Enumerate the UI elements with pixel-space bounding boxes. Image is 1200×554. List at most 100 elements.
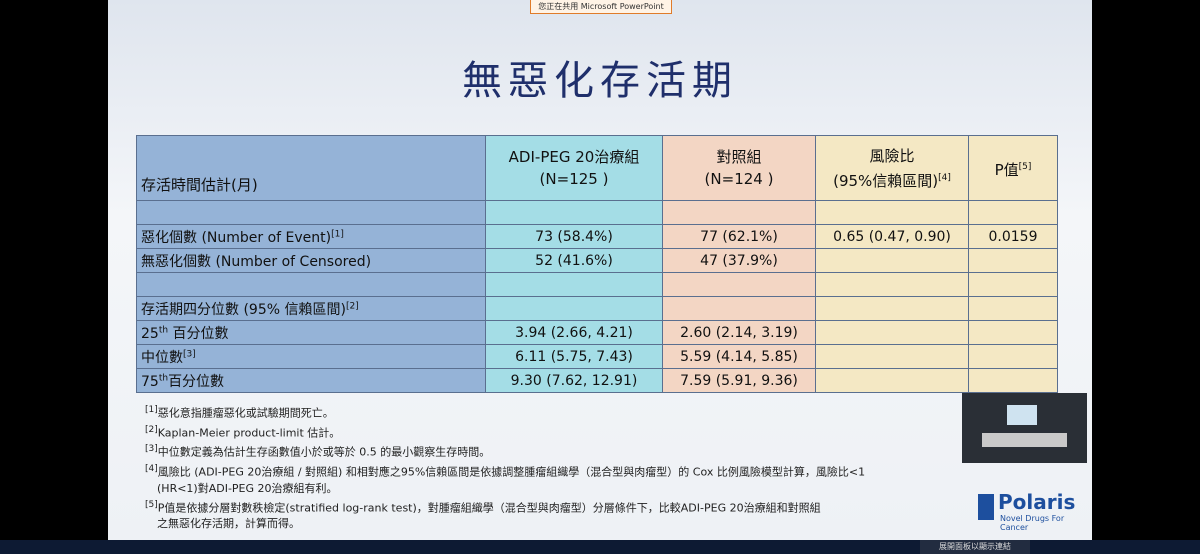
table-row: 存活期四分位數 (95% 信賴區間)[2] — [136, 296, 1058, 321]
cell-text: 25 — [141, 325, 159, 342]
share-banner[interactable]: 您正在共用 Microsoft PowerPoint — [530, 0, 672, 14]
header-cell: P值[5] — [968, 135, 1058, 201]
table-cell: 73 (58.4%) — [485, 224, 663, 249]
header-row: 存活時間估計(月) ADI-PEG 20治療組 (N=125 ) 對照組 (N=124 … — [136, 135, 1058, 201]
table-cell: 0.65 (0.47, 0.90) — [815, 224, 969, 249]
cell-text: 百分位數 — [168, 325, 229, 342]
footnote-text: 惡化意指腫瘤惡化或試驗期間死亡。 — [157, 406, 334, 420]
cell-text: 百分位數 — [168, 373, 225, 390]
table-cell — [815, 344, 969, 369]
table-cell — [662, 296, 816, 321]
table-cell — [968, 272, 1058, 297]
table-row — [136, 200, 1058, 225]
table-cell: 中位數[3] — [136, 344, 486, 369]
table-cell: 52 (41.6%) — [485, 248, 663, 273]
data-table: 存活時間估計(月) ADI-PEG 20治療組 (N=125 ) 對照組 (N=124 … — [136, 135, 1058, 393]
table-cell: 25th 百分位數 — [136, 320, 486, 345]
note-ref: [4] — [938, 172, 951, 183]
table-cell: 7.59 (5.91, 9.36) — [662, 368, 816, 393]
note-ref: th — [158, 324, 169, 335]
footnote-text: (HR<1)對ADI-PEG 20治療組有利。 — [157, 481, 338, 495]
header-cell: 風險比 (95%信賴區間)[4] — [815, 135, 969, 201]
note-ref: [2] — [345, 300, 359, 311]
logo-name: Polaris — [998, 490, 1076, 514]
table-cell — [968, 296, 1058, 321]
cell-text: 對照組 — [716, 148, 762, 166]
table-row: 中位數[3] 6.11 (5.75, 7.43) 5.59 (4.14, 5.85) — [136, 344, 1058, 369]
cell-text: 風險比 — [869, 146, 915, 165]
logo-tagline: Novel Drugs For Cancer — [1000, 514, 1065, 532]
cell-text: (95%信賴區間) — [833, 171, 939, 190]
panel-button[interactable]: 展開面板以顯示連結 — [920, 540, 1030, 554]
footnote-mark: [4] — [145, 463, 158, 474]
table-cell: 0.0159 — [968, 224, 1058, 249]
table-cell — [662, 200, 816, 225]
cell-text: (N=124 ) — [704, 170, 774, 188]
cell-text: 中位數 — [141, 349, 183, 366]
cell-text: 無惡化個數 (Number of Censored) — [141, 253, 372, 270]
table-cell — [815, 248, 969, 273]
table-cell — [968, 344, 1058, 369]
cell-text: P值 — [994, 160, 1019, 179]
table-row: 無惡化個數 (Number of Censored) 52 (41.6%) 47 (… — [136, 248, 1058, 273]
cell-text: ADI-PEG 20治療組 — [508, 148, 640, 166]
footnote: [3]中位數定義為估計生存函數值小於或等於 0.5 的最小觀察生存時間。 — [145, 441, 865, 461]
footnote-mark: [5] — [145, 499, 158, 510]
cell-text: 惡化個數 (Number of Event) — [141, 229, 332, 246]
table-cell: 3.94 (2.66, 4.21) — [485, 320, 663, 345]
table-cell — [815, 200, 969, 225]
table-cell: 5.59 (4.14, 5.85) — [662, 344, 816, 369]
table-cell — [485, 272, 663, 297]
footnote-mark: [2] — [145, 424, 158, 435]
table-cell — [136, 272, 486, 297]
footnotes: [1]惡化意指腫瘤惡化或試驗期間死亡。 [2]Kaplan-Meier produ… — [145, 402, 865, 532]
table-row: 惡化個數 (Number of Event)[1] 73 (58.4%) 77 (6… — [136, 224, 1058, 249]
cell-text: 存活時間估計(月) — [141, 176, 258, 194]
table-cell: 惡化個數 (Number of Event)[1] — [136, 224, 486, 249]
table-cell — [968, 200, 1058, 225]
cell-text: 存活期四分位數 (95% 信賴區間) — [141, 301, 346, 318]
footnote-text: P值是依據分層對數秩檢定(stratified log-rank test)，對… — [157, 501, 821, 515]
logo: Polaris Novel Drugs For Cancer — [978, 490, 1078, 532]
table-cell: 無惡化個數 (Number of Censored) — [136, 248, 486, 273]
table-cell: 47 (37.9%) — [662, 248, 816, 273]
header-cell: 對照組 (N=124 ) — [662, 135, 816, 201]
footnote-text: 中位數定義為估計生存函數值小於或等於 0.5 的最小觀察生存時間。 — [157, 445, 491, 459]
footnote-text: 風險比 (ADI-PEG 20治療組 / 對照組) 和相對應之95%信賴區間是依… — [157, 465, 866, 479]
cell-text: (N=125 ) — [539, 170, 609, 188]
table-cell: 存活期四分位數 (95% 信賴區間)[2] — [136, 296, 486, 321]
table-cell: 6.11 (5.75, 7.43) — [485, 344, 663, 369]
slide-title: 無惡化存活期 — [462, 58, 738, 104]
table-cell: 2.60 (2.14, 3.19) — [662, 320, 816, 345]
table-cell — [485, 200, 663, 225]
footnote-text: Kaplan-Meier product-limit 估計。 — [157, 426, 341, 440]
footnote-mark: [1] — [145, 405, 158, 415]
footnote: [1]惡化意指腫瘤惡化或試驗期間死亡。 — [145, 402, 865, 422]
header-cell: ADI-PEG 20治療組 (N=125 ) — [485, 135, 663, 201]
note-ref: [3] — [183, 348, 196, 359]
table-cell — [815, 272, 969, 297]
table-row — [136, 272, 1058, 297]
video-thumbnail[interactable] — [962, 393, 1087, 463]
table-cell — [968, 320, 1058, 345]
table-cell: 9.30 (7.62, 12.91) — [485, 368, 663, 393]
note-ref: [1] — [331, 228, 344, 239]
footnote-text: 之無惡化存活期，計算而得。 — [157, 517, 300, 531]
cell-text: 75 — [141, 373, 159, 390]
table-row: 25th 百分位數 3.94 (2.66, 4.21) 2.60 (2.14, 3.… — [136, 320, 1058, 345]
table-cell — [662, 272, 816, 297]
table-cell — [968, 248, 1058, 273]
table-cell — [485, 296, 663, 321]
note-ref: [5] — [1018, 161, 1032, 172]
table-cell — [815, 296, 969, 321]
footnote: [4]風險比 (ADI-PEG 20治療組 / 對照組) 和相對應之95%信賴區… — [145, 461, 865, 497]
footnote-mark: [3] — [145, 444, 158, 455]
header-cell: 存活時間估計(月) — [136, 135, 486, 201]
table-cell — [815, 368, 969, 393]
table-cell — [136, 200, 486, 225]
table-row: 75th百分位數 9.30 (7.62, 12.91) 7.59 (5.91, 9.… — [136, 368, 1058, 393]
table-cell: 77 (62.1%) — [662, 224, 816, 249]
table-cell — [815, 320, 969, 345]
taskbar: 展開面板以顯示連結 — [0, 540, 1200, 554]
